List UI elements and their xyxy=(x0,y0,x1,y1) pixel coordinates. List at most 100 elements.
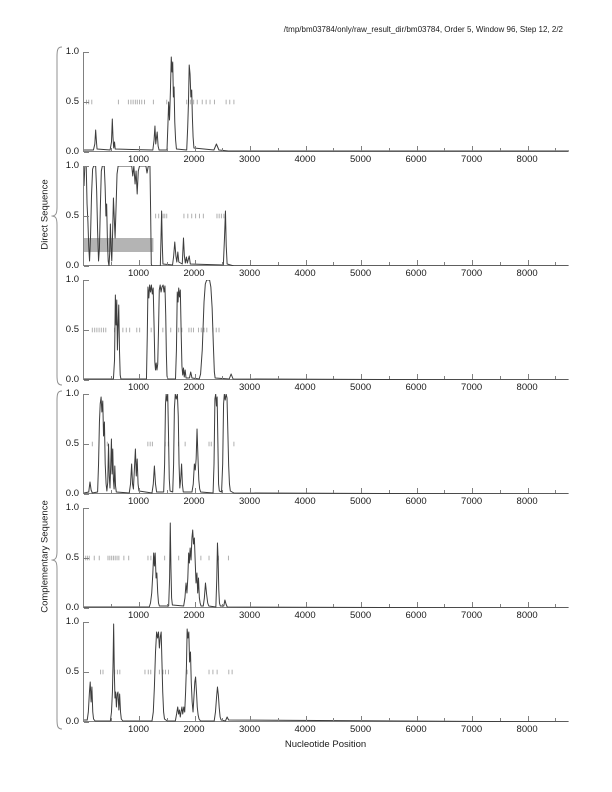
x-tick-minor xyxy=(166,148,168,151)
x-tick-minor xyxy=(388,148,390,151)
y-tick xyxy=(84,151,89,153)
x-tick-minor xyxy=(499,148,501,151)
probability-curve-direct-3 xyxy=(84,280,569,380)
x-tick-label: 4000 xyxy=(294,610,316,621)
y-tick xyxy=(84,493,89,495)
y-tick xyxy=(84,329,89,331)
x-tick-major xyxy=(416,602,418,607)
x-tick-minor xyxy=(333,376,335,379)
x-tick-major xyxy=(416,716,418,721)
x-tick-label: 3000 xyxy=(238,724,261,735)
x-tick-label: 6000 xyxy=(405,268,427,279)
y-tick-label: 0.0 xyxy=(65,716,79,727)
x-tick-label: 3000 xyxy=(238,268,261,279)
x-tick-label: 1000 xyxy=(127,382,150,393)
x-tick-minor xyxy=(444,718,446,721)
y-tick xyxy=(84,607,89,609)
x-tick-label: 7000 xyxy=(461,610,483,621)
x-tick-minor xyxy=(166,604,168,607)
plot-area-complementary-3 xyxy=(83,621,568,723)
x-tick-label: 4000 xyxy=(294,382,316,393)
x-tick-major xyxy=(416,260,418,265)
plot-svg-complementary-2 xyxy=(84,508,569,608)
panel-complementary-1: 1000 2000 3000 4000 5000 6000 7000 8000 0.0 0.5 1.… xyxy=(66,388,569,507)
x-tick-minor xyxy=(111,490,113,493)
y-tick-label: 0.0 xyxy=(65,374,79,385)
panel-direct-2: 1000 2000 3000 4000 5000 6000 7000 8000 0.0 0.5 1.… xyxy=(66,160,569,279)
x-tick-major xyxy=(305,260,307,265)
x-tick-minor xyxy=(555,148,557,151)
x-tick-minor xyxy=(111,376,113,379)
y-tick-label: 1.0 xyxy=(65,388,79,399)
x-tick-minor xyxy=(277,262,279,265)
x-tick-major xyxy=(194,260,196,265)
x-tick-minor xyxy=(333,262,335,265)
x-tick-minor xyxy=(166,376,168,379)
brace-direct-path xyxy=(51,46,63,386)
x-tick-label: 3000 xyxy=(238,496,261,507)
x-tick-minor xyxy=(388,490,390,493)
y-tick xyxy=(84,393,89,395)
x-tick-major xyxy=(361,146,363,151)
x-tick-major xyxy=(139,146,141,151)
x-tick-label: 6000 xyxy=(405,154,427,165)
x-tick-minor xyxy=(444,604,446,607)
x-tick-minor xyxy=(111,718,113,721)
panel-complementary-2: 1000 2000 3000 4000 5000 6000 7000 8000 0.0 0.5 1.… xyxy=(66,502,569,621)
x-tick-minor xyxy=(166,262,168,265)
y-tick xyxy=(84,557,89,559)
x-tick-major xyxy=(250,488,252,493)
y-tick xyxy=(84,443,89,445)
plot-area-complementary-2 xyxy=(83,507,569,609)
x-tick-label: 8000 xyxy=(516,268,538,279)
x-tick-major xyxy=(472,374,474,379)
x-tick-major xyxy=(416,146,418,151)
x-tick-minor xyxy=(444,490,446,493)
brace-comp-path xyxy=(51,390,63,730)
y-tick xyxy=(84,507,89,509)
panel-complementary-3: 1000 2000 3000 4000 5000 6000 7000 8000 0.0 0.5 1.… xyxy=(66,616,568,735)
x-tick-label: 3000 xyxy=(238,610,261,621)
x-tick-major xyxy=(139,374,141,379)
x-tick-major xyxy=(305,374,307,379)
x-tick-minor xyxy=(277,376,279,379)
y-tick-label: 1.0 xyxy=(65,502,79,513)
x-tick-label: 5000 xyxy=(350,724,372,735)
x-tick-label: 7000 xyxy=(461,382,483,393)
x-tick-minor xyxy=(388,376,390,379)
x-tick-major xyxy=(527,260,529,265)
x-tick-major xyxy=(472,488,474,493)
x-tick-major xyxy=(361,260,363,265)
x-tick-label: 1000 xyxy=(127,724,150,735)
x-tick-major xyxy=(194,146,196,151)
x-tick-minor xyxy=(555,490,557,493)
x-tick-minor xyxy=(499,262,501,265)
x-tick-major xyxy=(361,488,363,493)
probability-curve-direct-2 xyxy=(84,166,569,266)
plot-svg-direct-3 xyxy=(84,280,569,380)
x-tick-label: 8000 xyxy=(516,154,538,165)
y-tick xyxy=(84,379,89,381)
x-tick-label: 4000 xyxy=(294,154,316,165)
x-tick-label: 8000 xyxy=(516,382,538,393)
x-tick-label: 4000 xyxy=(294,268,316,279)
x-tick-major xyxy=(527,374,529,379)
y-tick-label: 1.0 xyxy=(65,274,79,285)
y-tick xyxy=(84,621,89,623)
plot-svg-complementary-1 xyxy=(84,394,569,494)
x-tick-minor xyxy=(555,262,557,265)
x-tick-minor xyxy=(555,718,557,721)
x-tick-label: 2000 xyxy=(183,496,205,507)
plot-svg-direct-2 xyxy=(84,166,569,266)
x-tick-minor xyxy=(222,604,224,607)
x-tick-major xyxy=(361,374,363,379)
x-tick-major xyxy=(194,716,196,721)
x-tick-label: 5000 xyxy=(350,610,372,621)
x-tick-major xyxy=(472,146,474,151)
x-tick-minor xyxy=(388,718,390,721)
x-tick-label: 8000 xyxy=(516,724,538,735)
x-tick-label: 5000 xyxy=(350,268,372,279)
x-tick-label: 1000 xyxy=(127,610,150,621)
x-tick-label: 7000 xyxy=(461,154,483,165)
